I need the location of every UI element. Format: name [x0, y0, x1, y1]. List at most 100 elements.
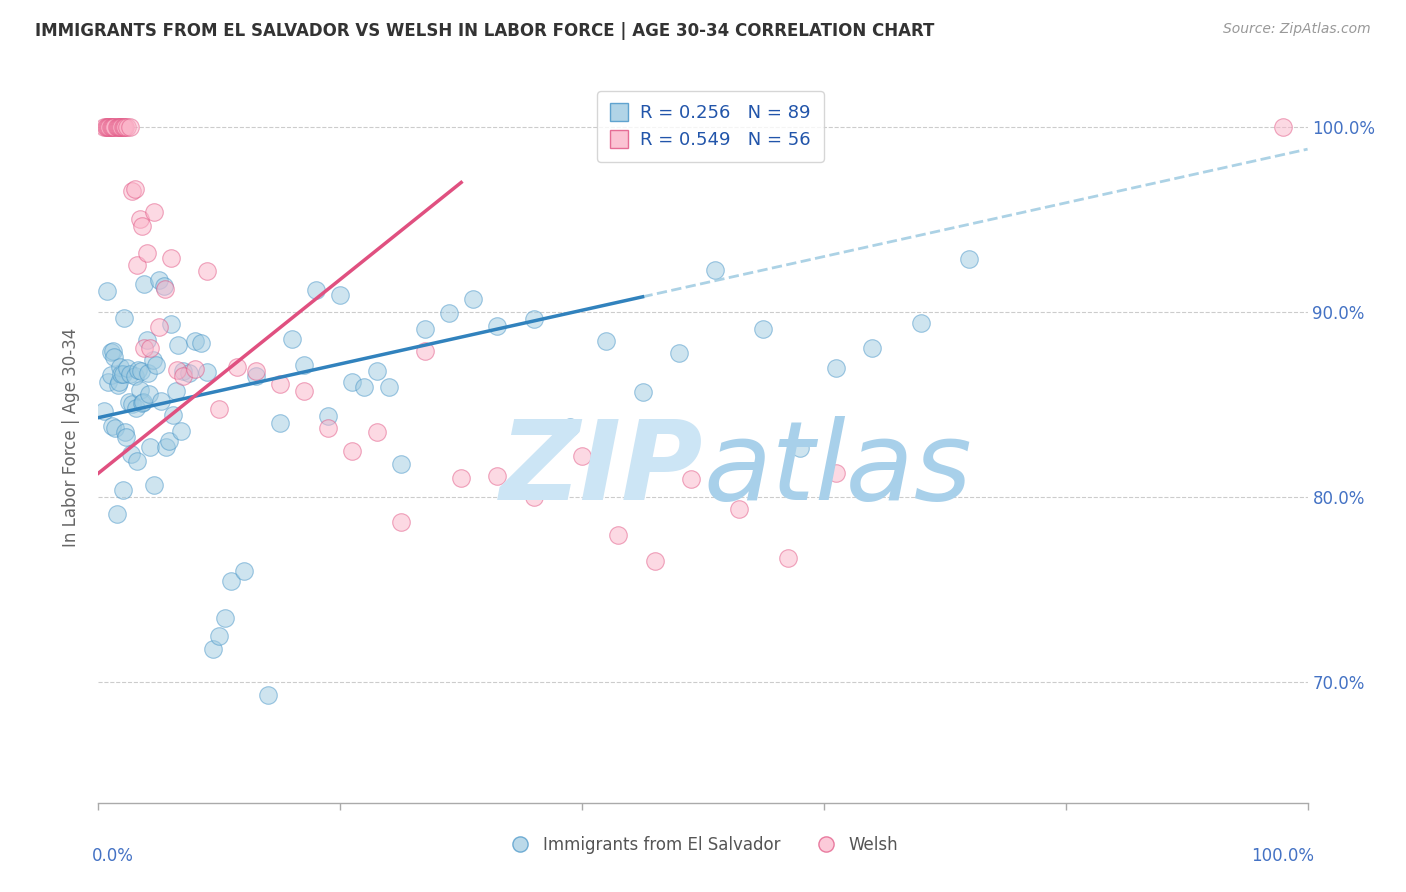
Point [136, 366, 159, 380]
Point [96, 120, 118, 134]
Point [112, 310, 135, 325]
Point [124, 368, 146, 383]
Point [152, 279, 174, 293]
Point [121, 184, 143, 198]
Point [125, 401, 148, 415]
Point [129, 364, 152, 378]
Point [150, 394, 173, 409]
Point [292, 384, 315, 399]
Point [155, 441, 177, 455]
Point [105, 508, 128, 522]
Point [389, 458, 412, 472]
Point [153, 282, 176, 296]
Point [281, 332, 304, 346]
Point [437, 306, 460, 320]
Point [486, 468, 509, 483]
Point [558, 420, 581, 434]
Point [107, 120, 129, 134]
Point [93, 404, 115, 418]
Point [100, 120, 122, 134]
Point [112, 120, 135, 134]
Point [96, 284, 118, 298]
Point [134, 341, 156, 355]
Point [127, 362, 149, 376]
Point [190, 336, 212, 351]
Text: IMMIGRANTS FROM EL SALVADOR VS WELSH IN LABOR FORCE | AGE 30-34 CORRELATION CHAR: IMMIGRANTS FROM EL SALVADOR VS WELSH IN … [35, 22, 935, 40]
Point [413, 343, 436, 358]
Point [100, 345, 122, 359]
Point [595, 334, 617, 348]
Point [342, 375, 364, 389]
Point [148, 320, 170, 334]
Point [208, 629, 231, 643]
Point [118, 367, 141, 381]
Point [179, 366, 201, 380]
Point [167, 338, 190, 352]
Point [860, 341, 883, 355]
Point [142, 353, 165, 368]
Text: ZIP: ZIP [499, 417, 703, 524]
Point [98, 120, 121, 134]
Point [108, 120, 131, 134]
Point [668, 345, 690, 359]
Point [143, 204, 166, 219]
Point [100, 419, 122, 434]
Point [93, 120, 115, 134]
Point [214, 610, 236, 624]
Point [111, 120, 134, 134]
Point [169, 424, 191, 438]
Point [329, 288, 352, 302]
Point [631, 385, 654, 400]
Point [108, 375, 131, 389]
Point [957, 252, 980, 267]
Point [120, 446, 142, 460]
Point [208, 401, 231, 416]
Text: 100.0%: 100.0% [1250, 847, 1313, 864]
Point [124, 182, 146, 196]
Text: 0.0%: 0.0% [93, 847, 134, 864]
Point [571, 449, 593, 463]
Point [202, 642, 225, 657]
Point [135, 333, 157, 347]
Point [94, 120, 117, 134]
Point [117, 120, 139, 134]
Point [108, 359, 131, 374]
Point [143, 478, 166, 492]
Y-axis label: In Labor Force | Age 30-34: In Labor Force | Age 30-34 [62, 327, 80, 547]
Point [114, 120, 136, 134]
Point [105, 120, 128, 134]
Point [195, 366, 218, 380]
Point [342, 444, 364, 458]
Point [377, 379, 399, 393]
Point [131, 219, 153, 233]
Point [100, 120, 122, 134]
Point [245, 368, 267, 383]
Point [100, 368, 122, 382]
Point [148, 273, 170, 287]
Point [644, 554, 666, 568]
Point [910, 316, 932, 330]
Point [111, 483, 134, 497]
Point [132, 395, 155, 409]
Point [111, 367, 134, 381]
Point [165, 384, 187, 398]
Point [117, 361, 139, 376]
Point [127, 258, 149, 272]
Point [305, 283, 328, 297]
Point [752, 322, 775, 336]
Point [316, 420, 339, 434]
Point [523, 490, 546, 504]
Point [108, 120, 131, 134]
Point [184, 362, 207, 376]
Text: atlas: atlas [703, 417, 972, 524]
Point [523, 311, 546, 326]
Point [172, 364, 194, 378]
Point [160, 317, 183, 331]
Point [486, 318, 509, 333]
Point [226, 360, 249, 375]
Point [127, 454, 149, 468]
Point [118, 120, 141, 134]
Point [139, 341, 162, 355]
Point [101, 120, 124, 134]
Point [107, 377, 129, 392]
